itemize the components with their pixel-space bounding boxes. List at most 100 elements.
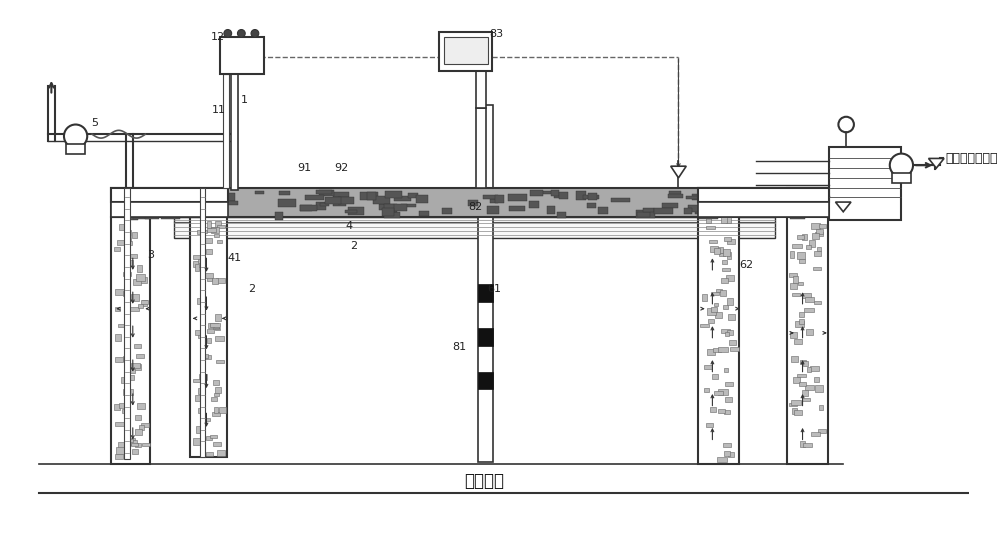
Bar [706,198,715,204]
Text: 接尾气净化单元: 接尾气净化单元 [945,152,998,165]
Bar [722,190,739,194]
Bar [215,327,220,331]
Bar [815,232,823,236]
Bar [111,217,150,464]
Bar [800,442,805,446]
Bar [202,354,208,358]
Bar [756,204,773,210]
Bar [300,205,312,211]
Bar [799,319,804,324]
Bar [408,193,418,198]
Bar [142,301,147,307]
Bar [806,246,811,249]
Bar [732,199,748,207]
Bar [201,198,219,202]
Bar [123,200,131,204]
Bar [134,344,141,348]
Bar [708,319,714,323]
Bar [131,294,139,301]
Bar [710,246,718,252]
Bar [810,210,816,215]
Bar [699,211,718,219]
Bar [316,202,326,210]
Bar [795,320,804,327]
Bar [817,209,826,215]
Bar [193,438,200,444]
Bar [198,332,204,338]
Bar [124,231,131,236]
Bar [476,71,486,108]
Text: 92: 92 [334,163,348,173]
Bar [829,147,901,219]
Bar [721,278,728,282]
Bar [145,210,159,219]
Bar [214,234,219,237]
Bar [724,237,731,241]
Bar [207,227,216,232]
Bar [206,452,213,456]
Bar [495,195,504,203]
Bar [116,447,124,454]
Bar [807,209,819,215]
Bar [213,380,219,385]
Bar [137,205,148,210]
Bar [806,198,817,206]
Bar [729,341,736,345]
Bar [814,250,821,256]
Bar [713,194,723,198]
Bar [212,278,218,284]
Bar [798,282,803,285]
Bar [723,443,731,447]
Bar [478,285,493,302]
Bar [199,374,206,379]
Bar [213,442,221,446]
Bar [220,37,264,74]
Text: 82: 82 [468,202,482,212]
Bar [706,423,713,427]
Bar [208,323,218,328]
Bar [119,224,125,230]
Bar [135,429,142,435]
Bar [205,238,212,244]
Bar [668,194,683,198]
Bar [587,203,596,208]
Bar [799,382,806,386]
Bar [152,202,166,208]
Circle shape [838,117,854,132]
Bar [119,201,132,206]
Text: 2: 2 [350,241,357,250]
Bar [197,299,202,304]
Bar [138,304,143,308]
Bar [767,195,780,202]
Bar [200,230,207,233]
Bar [125,192,133,195]
Bar [819,405,823,410]
Bar [783,208,798,216]
Circle shape [251,29,259,37]
Bar [686,196,699,199]
Text: 83: 83 [489,29,503,40]
Bar [227,193,235,201]
Bar [727,252,731,258]
Bar [195,396,202,400]
Bar [175,213,187,217]
Bar [215,315,221,321]
Bar [115,454,123,459]
Bar [207,338,211,343]
Bar [766,192,777,200]
Bar [198,258,205,263]
Bar [637,212,650,217]
Bar [791,400,801,405]
Bar [133,212,150,219]
Bar [800,360,806,364]
Bar [730,347,739,351]
Text: 12: 12 [211,32,225,42]
Bar [217,450,225,456]
Bar [802,398,810,402]
Bar [801,207,815,213]
Bar [325,197,341,205]
Bar [735,204,747,207]
Bar [797,234,804,239]
Bar [706,213,714,216]
Bar [151,196,170,200]
